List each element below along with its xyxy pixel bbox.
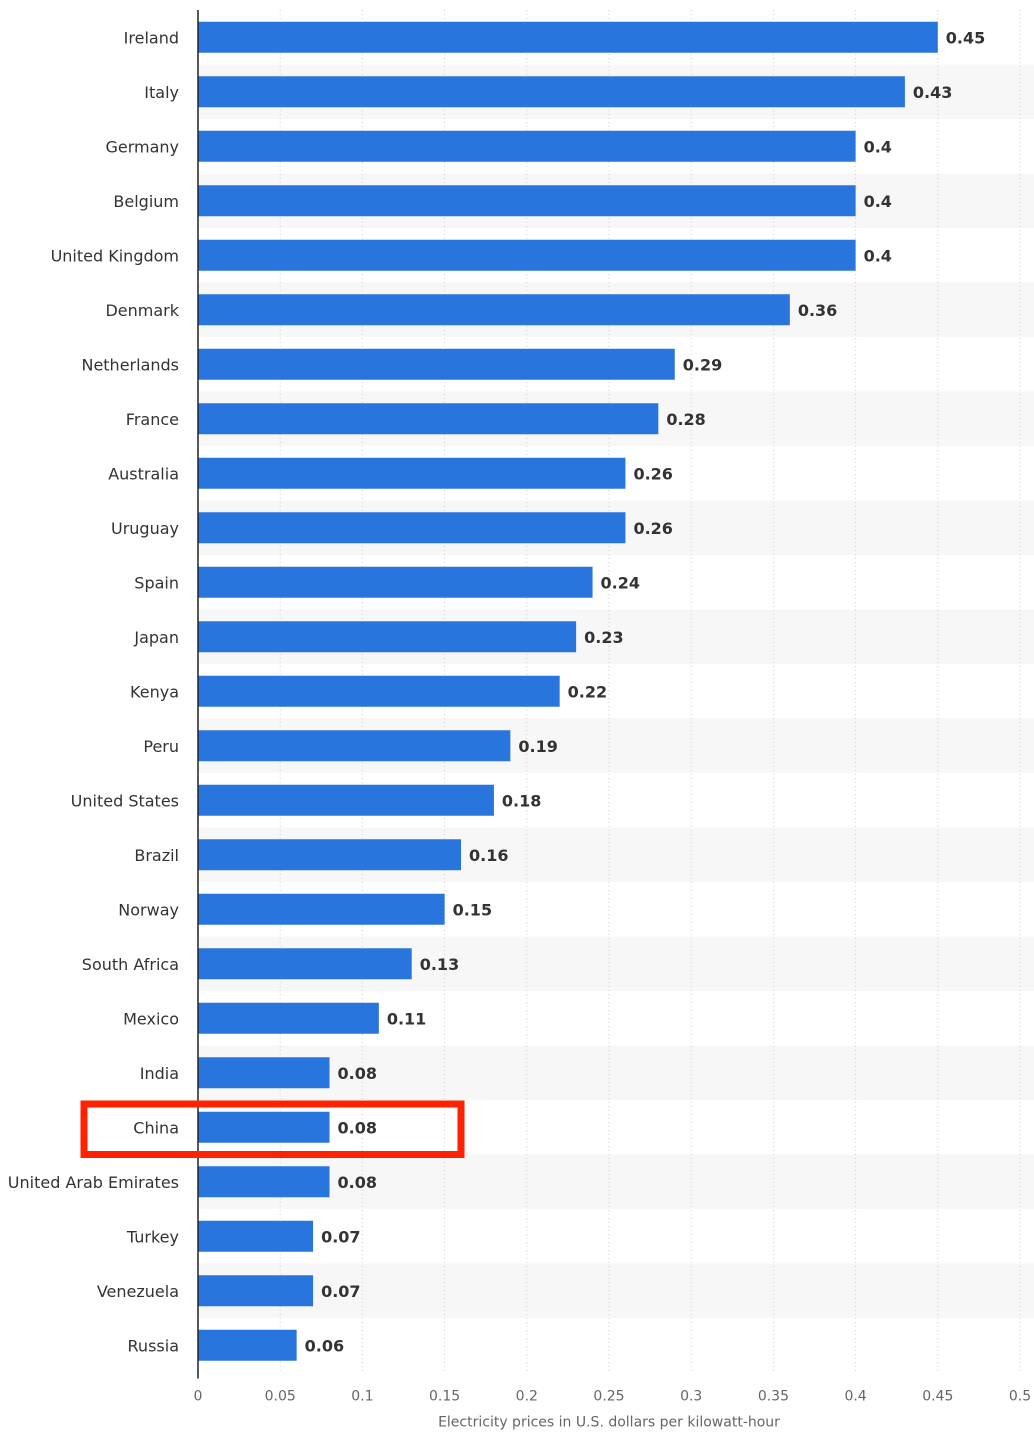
category-label: France — [126, 410, 179, 429]
bar[interactable] — [198, 1329, 297, 1361]
category-label: Peru — [143, 737, 179, 756]
value-label: 0.07 — [321, 1227, 360, 1246]
bar[interactable] — [198, 21, 938, 53]
x-tick-label: 0.4 — [844, 1389, 866, 1405]
category-label: Russia — [128, 1336, 179, 1355]
bar[interactable] — [198, 1166, 330, 1198]
bar[interactable] — [198, 730, 511, 762]
value-label: 0.07 — [321, 1282, 360, 1301]
category-label: Venezuela — [97, 1282, 179, 1301]
bar[interactable] — [198, 185, 856, 217]
category-label: Netherlands — [81, 355, 179, 374]
category-label: Turkey — [126, 1227, 179, 1246]
x-tick-label: 0.3 — [680, 1389, 702, 1405]
bar[interactable] — [198, 839, 462, 871]
x-tick-label: 0.45 — [922, 1389, 953, 1405]
row-band — [198, 1045, 1034, 1100]
category-label: Italy — [144, 83, 179, 102]
bar[interactable] — [198, 784, 494, 816]
bar[interactable] — [198, 675, 560, 707]
value-label: 0.45 — [946, 28, 985, 47]
x-tick-label: 0 — [194, 1389, 203, 1405]
category-label: China — [133, 1118, 179, 1137]
category-labels: Ireland Italy Germany Belgium United Kingdom… — [8, 28, 180, 1355]
bar[interactable] — [198, 512, 626, 544]
value-label: 0.23 — [584, 628, 623, 647]
bar[interactable] — [198, 348, 675, 380]
bar[interactable] — [198, 566, 593, 598]
value-label: 0.24 — [601, 573, 640, 592]
bar[interactable] — [198, 239, 856, 271]
value-label: 0.29 — [683, 355, 722, 374]
value-label: 0.4 — [864, 137, 892, 156]
value-label: 0.15 — [453, 900, 492, 919]
x-axis-title: Electricity prices in U.S. dollars per k… — [438, 1415, 780, 1431]
category-label: Germany — [105, 137, 179, 156]
value-label: 0.11 — [387, 1009, 426, 1028]
value-label: 0.08 — [338, 1173, 377, 1192]
category-label: Kenya — [130, 682, 179, 701]
value-label: 0.22 — [568, 682, 607, 701]
value-label: 0.13 — [420, 955, 459, 974]
category-label: Denmark — [105, 301, 179, 320]
value-label: 0.06 — [305, 1336, 344, 1355]
category-label: South Africa — [82, 955, 179, 974]
x-tick-label: 0.05 — [265, 1389, 296, 1405]
value-label: 0.4 — [864, 192, 892, 211]
category-label: Japan — [133, 628, 179, 647]
category-label: Ireland — [124, 28, 179, 47]
value-label: 0.16 — [469, 846, 508, 865]
bar[interactable] — [198, 130, 856, 162]
bar[interactable] — [198, 1275, 314, 1307]
bar[interactable] — [198, 621, 577, 653]
bar[interactable] — [198, 403, 659, 435]
row-band — [198, 1263, 1034, 1318]
value-label: 0.26 — [633, 519, 672, 538]
category-label: Mexico — [123, 1009, 179, 1028]
category-label: Uruguay — [111, 519, 179, 538]
category-label: Australia — [108, 464, 179, 483]
bar[interactable] — [198, 893, 445, 925]
value-label: 0.18 — [502, 791, 541, 810]
value-label: 0.4 — [864, 246, 892, 265]
category-label: United States — [71, 791, 179, 810]
bar[interactable] — [198, 294, 790, 326]
value-label: 0.26 — [633, 464, 672, 483]
bar[interactable] — [198, 1057, 330, 1089]
category-label: Belgium — [113, 192, 179, 211]
category-label: India — [140, 1064, 179, 1083]
value-label: 0.08 — [338, 1064, 377, 1083]
x-tick-label: 0.5 — [1009, 1389, 1031, 1405]
value-label: 0.19 — [518, 737, 557, 756]
category-label: Spain — [134, 573, 179, 592]
bar[interactable] — [198, 1002, 379, 1034]
x-tick-labels: 0 0.05 0.1 0.15 0.2 0.25 0.3 0.35 0.4 0.45 0.5 — [194, 1389, 1032, 1405]
category-label: United Kingdom — [51, 246, 179, 265]
bar[interactable] — [198, 76, 905, 108]
bar[interactable] — [198, 457, 626, 489]
x-tick-label: 0.15 — [429, 1389, 460, 1405]
x-tick-label: 0.2 — [516, 1389, 538, 1405]
bar[interactable] — [198, 948, 412, 980]
x-tick-label: 0.25 — [593, 1389, 624, 1405]
bar[interactable] — [198, 1220, 314, 1252]
value-labels: 0.45 0.43 0.4 0.4 0.4 0.36 0.29 0.28 0.26 0.26 0.2… — [305, 28, 986, 1355]
value-label: 0.36 — [798, 301, 837, 320]
bars — [198, 21, 938, 1361]
value-label: 0.28 — [666, 410, 705, 429]
highlight-box — [80, 1100, 465, 1158]
category-label: United Arab Emirates — [8, 1173, 179, 1192]
value-label: 0.08 — [338, 1118, 377, 1137]
row-band — [198, 1154, 1034, 1209]
x-tick-label: 0.35 — [758, 1389, 789, 1405]
value-label: 0.43 — [913, 83, 952, 102]
bar[interactable] — [198, 1111, 330, 1143]
x-tick-label: 0.1 — [351, 1389, 373, 1405]
category-label: Brazil — [134, 846, 179, 865]
category-label: Norway — [118, 900, 179, 919]
